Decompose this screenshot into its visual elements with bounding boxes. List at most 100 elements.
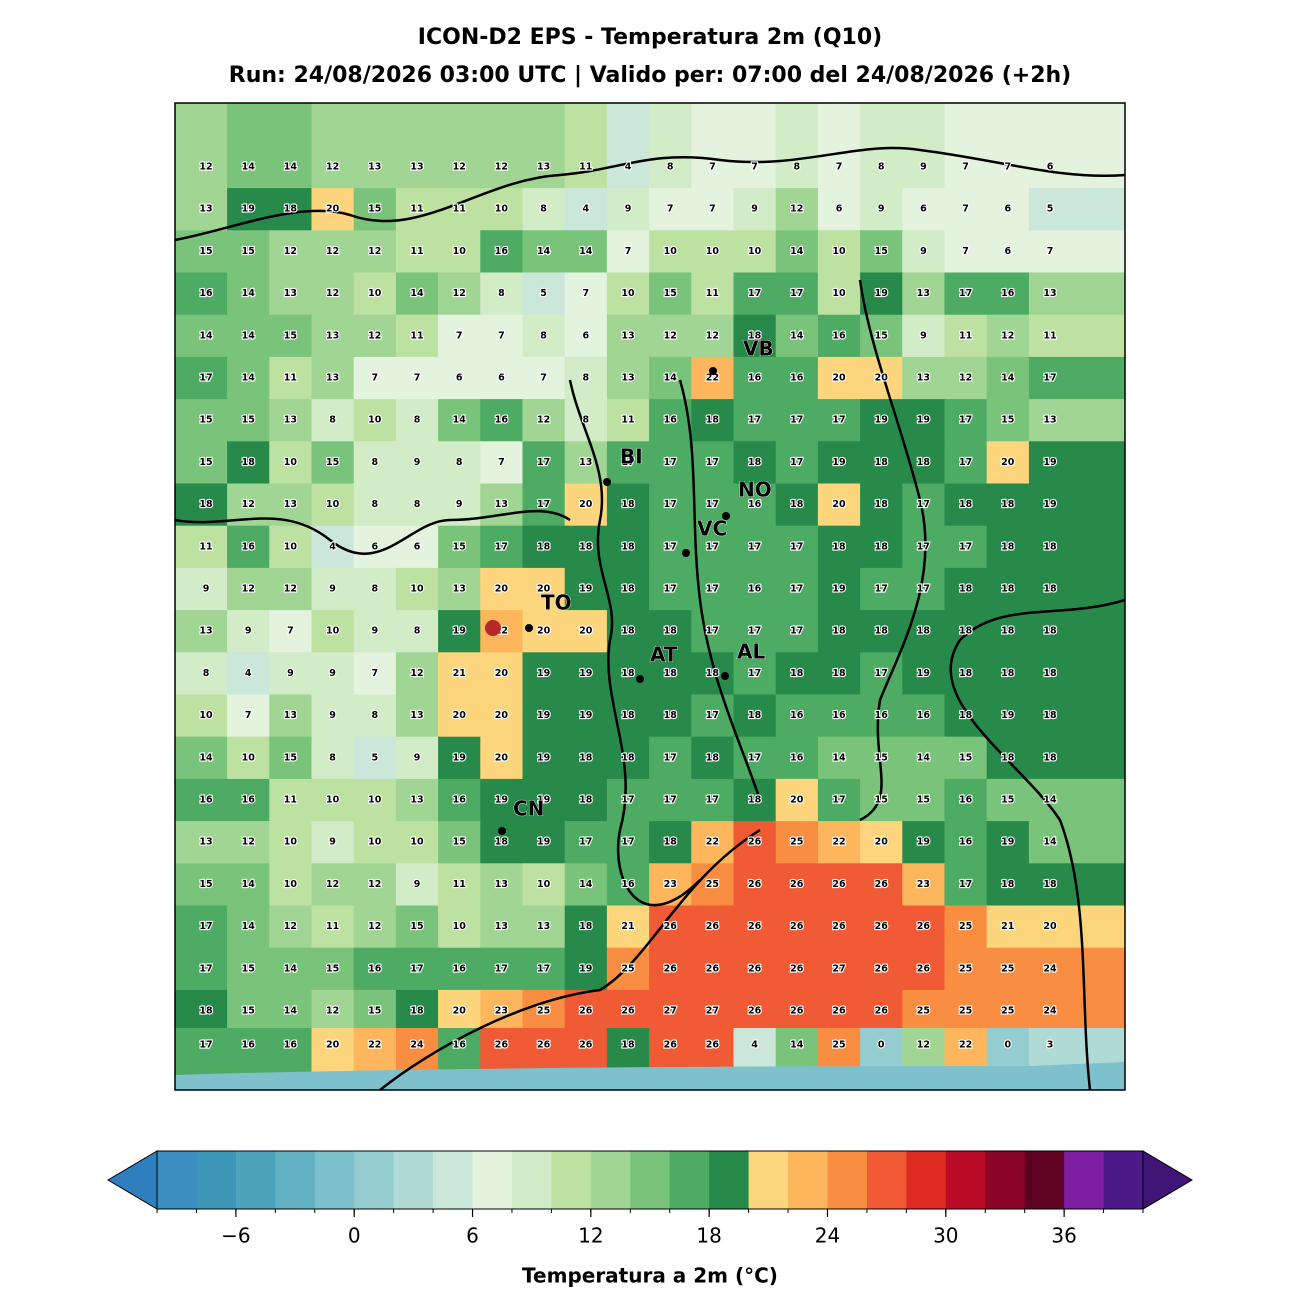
field-cell — [227, 736, 270, 780]
field-cell — [944, 525, 988, 569]
field-cell — [564, 272, 608, 316]
city-dot — [525, 624, 533, 632]
grid-value: 18 — [1043, 626, 1057, 637]
field-cell — [269, 103, 312, 189]
grid-value: 18 — [706, 668, 720, 679]
grid-value: 15 — [284, 330, 297, 341]
grid-value: 14 — [1043, 795, 1057, 806]
field-cell — [227, 778, 270, 822]
grid-value: 7 — [751, 162, 758, 173]
field-cell — [227, 610, 270, 653]
field-cell — [986, 441, 1030, 484]
field-cell — [480, 230, 523, 273]
grid-value: 15 — [875, 752, 888, 763]
field-cell — [817, 989, 861, 1029]
field-cell — [438, 989, 481, 1029]
field-cell — [817, 610, 861, 653]
field-cell — [395, 821, 439, 864]
field-cell — [902, 356, 945, 400]
grid-value: 27 — [832, 963, 845, 974]
field-cell — [606, 483, 650, 527]
field-cell — [944, 610, 988, 653]
city-dot — [721, 672, 729, 680]
grid-value: 17 — [621, 795, 634, 806]
grid-value: 13 — [453, 584, 466, 595]
field-cell — [438, 905, 481, 949]
grid-value: 9 — [920, 330, 927, 341]
field-cell — [311, 441, 355, 484]
grid-value: 17 — [790, 541, 803, 552]
grid-value: 8 — [667, 162, 674, 173]
field-cell — [649, 736, 692, 780]
field-cell — [269, 314, 312, 358]
grid-value: 17 — [748, 288, 761, 299]
grid-value: 11 — [1043, 330, 1056, 341]
tick-label: 6 — [466, 1224, 479, 1248]
field-cell — [902, 778, 945, 822]
grid-value: 26 — [917, 963, 931, 974]
field-cell — [902, 863, 945, 906]
field-cell — [606, 652, 650, 695]
grid-value: 15 — [368, 204, 381, 215]
field-cell — [311, 905, 355, 949]
grid-value: 19 — [1001, 710, 1014, 721]
field-cell — [227, 652, 270, 695]
grid-value: 18 — [1001, 541, 1015, 552]
grid-value: 6 — [456, 373, 463, 384]
grid-value: 10 — [495, 204, 509, 215]
value-grid: 12 14 14 12 13 13 12 12 13 11 4 8 7 7 8 7 8 9 7 7 6 13 19 18 20 1… — [198, 160, 1058, 1051]
grid-value: 12 — [242, 837, 255, 848]
field-cell — [1028, 188, 1125, 231]
field-cell — [175, 610, 228, 653]
grid-value: 17 — [959, 288, 972, 299]
field-cell — [1028, 356, 1125, 400]
grid-value: 17 — [748, 541, 761, 552]
grid-value: 16 — [790, 373, 804, 384]
field-cell — [353, 989, 397, 1029]
grid-value: 24 — [1043, 963, 1057, 974]
colorbar-box — [669, 1151, 710, 1209]
grid-value: 26 — [495, 1040, 509, 1051]
city-label: AL — [737, 640, 765, 664]
field-cell — [1028, 905, 1125, 949]
grid-value: 18 — [621, 541, 635, 552]
grid-value: 26 — [664, 963, 678, 974]
field-cell — [311, 863, 355, 906]
grid-value: 12 — [664, 330, 677, 341]
grid-value: 16 — [368, 963, 382, 974]
tick-label: −6 — [221, 1224, 250, 1248]
field-cell — [649, 610, 692, 653]
grid-value: 26 — [790, 921, 804, 932]
colorbar-box — [551, 1151, 592, 1209]
grid-value: 17 — [199, 373, 212, 384]
grid-value: 19 — [453, 626, 466, 637]
field-cell — [986, 272, 1030, 316]
field-cell — [175, 694, 228, 738]
grid-value: 15 — [326, 963, 339, 974]
grid-value: 17 — [748, 415, 761, 426]
grid-value: 17 — [664, 584, 677, 595]
grid-value: 5 — [371, 752, 378, 763]
grid-value: 9 — [414, 752, 421, 763]
field-cell — [944, 483, 988, 527]
field-cell — [438, 694, 481, 738]
field-cell — [860, 441, 903, 484]
grid-value: 15 — [199, 246, 212, 257]
field-cell — [733, 652, 777, 695]
grid-value: 15 — [242, 963, 255, 974]
grid-value: 10 — [284, 837, 298, 848]
field-cell — [944, 399, 988, 442]
field-cell — [733, 103, 777, 189]
field-cell — [438, 863, 481, 906]
grid-value: 17 — [832, 795, 845, 806]
grid-value: 10 — [284, 541, 298, 552]
grid-value: 6 — [582, 330, 589, 341]
grid-value: 12 — [199, 162, 212, 173]
grid-value: 12 — [368, 921, 381, 932]
grid-value: 13 — [368, 162, 381, 173]
field-cell — [353, 272, 397, 316]
grid-value: 27 — [706, 1006, 719, 1017]
field-cell — [902, 736, 945, 780]
grid-value: 18 — [537, 541, 551, 552]
field-cell — [438, 314, 481, 358]
